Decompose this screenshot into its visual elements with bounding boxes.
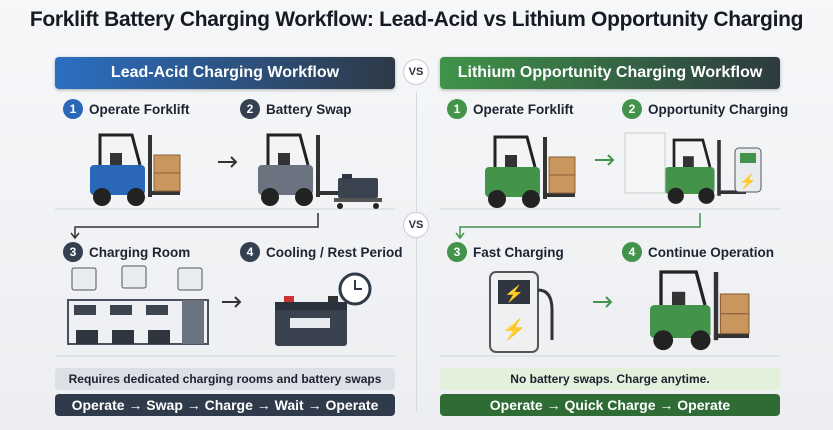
- step-number: 3: [447, 242, 467, 262]
- svg-text:⚡: ⚡: [739, 173, 756, 190]
- page-title: Forklift Battery Charging Workflow: Lead…: [29, 8, 804, 31]
- step-label: Continue Operation: [648, 244, 774, 260]
- charging-rack-icon: [67, 299, 209, 345]
- step-label: Operate Forklift: [473, 101, 574, 117]
- lithium-header: Lithium Opportunity Charging Workflow: [440, 57, 780, 89]
- lead-acid-note: Requires dedicated charging rooms and ba…: [55, 368, 395, 390]
- clock-icon: [338, 272, 372, 306]
- forklift-icon: [90, 133, 181, 206]
- step-label: Cooling / Rest Period: [266, 244, 403, 260]
- connector-arrow-icon: [70, 213, 319, 240]
- lithium-step-4: 4 Continue Operation: [622, 242, 774, 262]
- step-number: 3: [63, 242, 83, 262]
- lithium-step-3: 3 Fast Charging: [447, 242, 564, 262]
- svg-text:⚡: ⚡: [502, 317, 527, 341]
- forklift-icon: [485, 135, 576, 208]
- arrow-right-icon: [222, 296, 242, 308]
- step-number: 1: [63, 99, 83, 119]
- step-number: 4: [622, 242, 642, 262]
- lead-step-2: 2 Battery Swap: [240, 99, 352, 119]
- lithium-step-2: 2 Opportunity Charging: [622, 99, 788, 119]
- arrow-right-icon: [593, 296, 613, 308]
- lithium-step-1: 1 Operate Forklift: [447, 99, 574, 119]
- connector-arrow-icon: [455, 213, 701, 240]
- forklift-icon: [650, 270, 750, 351]
- step-number: 2: [622, 99, 642, 119]
- arrow-right-icon: [595, 154, 615, 166]
- step-number: 1: [447, 99, 467, 119]
- step-number: 4: [240, 242, 260, 262]
- step-number: 2: [240, 99, 260, 119]
- arrow-right-icon: [218, 156, 238, 168]
- step-label: Charging Room: [89, 244, 191, 260]
- lithium-flow: Operate → Quick Charge → Operate: [440, 394, 780, 416]
- lead-acid-flow: Operate → Swap → Charge → Wait → Operate: [55, 394, 395, 416]
- ventilation-fan-icon: [71, 265, 203, 291]
- step-label: Opportunity Charging: [648, 101, 789, 117]
- wall-charger-icon: ⚡: [624, 132, 762, 194]
- lead-step-4: 4 Cooling / Rest Period: [240, 242, 403, 262]
- lithium-note: No battery swaps. Charge anytime.: [440, 368, 780, 390]
- battery-cart-icon: [334, 174, 382, 209]
- fast-charger-icon: ⚡⚡: [489, 271, 554, 353]
- divider: [416, 92, 417, 412]
- battery-icon: [275, 296, 347, 346]
- step-label: Operate Forklift: [89, 101, 190, 117]
- svg-text:⚡: ⚡: [504, 284, 524, 303]
- lead-step-3: 3 Charging Room: [63, 242, 190, 262]
- vs-badge: VS: [403, 59, 429, 85]
- step-label: Battery Swap: [266, 101, 352, 117]
- forklift-icon: [258, 133, 348, 206]
- forklift-icon: [665, 138, 746, 204]
- lead-acid-header: Lead-Acid Charging Workflow: [55, 57, 395, 89]
- lead-step-1: 1 Operate Forklift: [63, 99, 190, 119]
- vs-badge-middle: VS: [403, 212, 429, 238]
- step-label: Fast Charging: [473, 244, 564, 260]
